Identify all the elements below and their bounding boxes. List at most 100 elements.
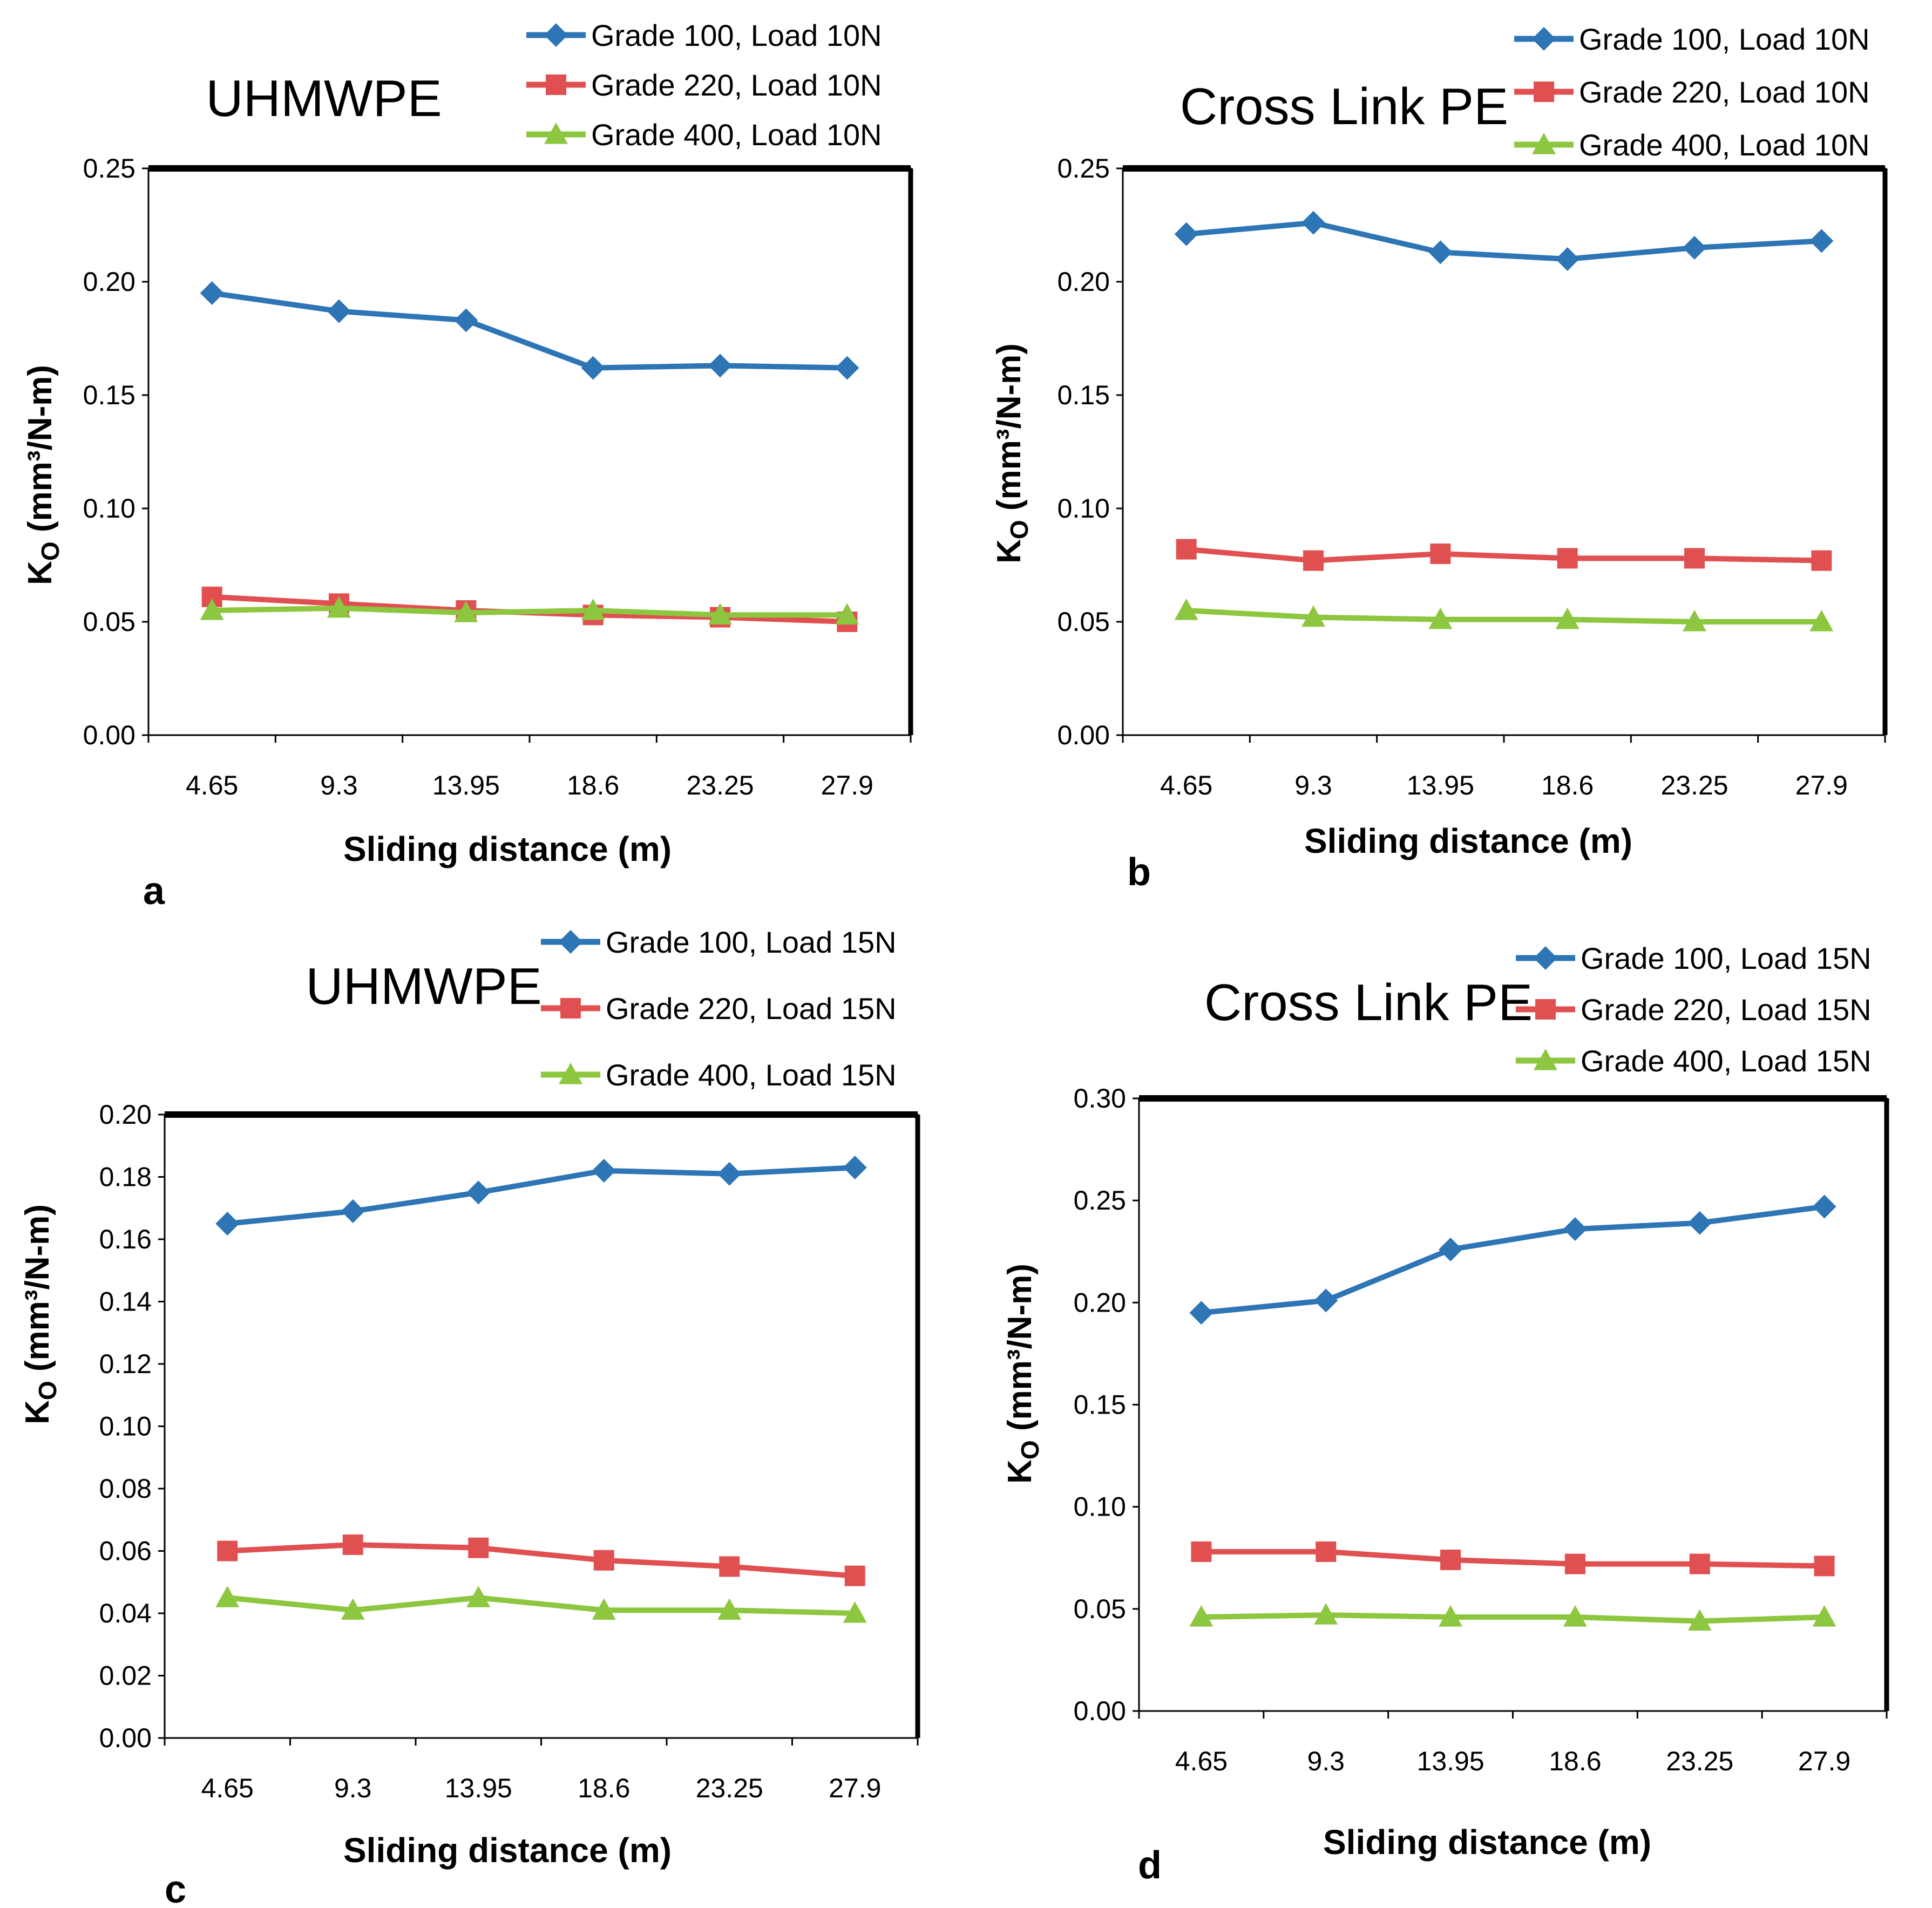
series-line-2 (1186, 546, 1822, 563)
data-point (1301, 605, 1325, 627)
y-axis-label: KO (mm³/N-m) (19, 1204, 62, 1424)
data-point (717, 1162, 742, 1186)
y-tick-label: 0.00 (1074, 1696, 1126, 1726)
series-line-1 (1186, 220, 1822, 262)
y-tick-label: 0.04 (99, 1598, 152, 1628)
y-tick-label: 0.14 (99, 1287, 152, 1317)
x-axis-label: Sliding distance (m) (1323, 1823, 1651, 1862)
x-tick-label: 9.3 (334, 1773, 372, 1803)
data-point (1301, 211, 1325, 235)
x-tick-label: 18.6 (567, 770, 619, 800)
y-tick-label: 0.20 (1057, 267, 1110, 297)
data-point (708, 354, 732, 378)
series-line-3 (1201, 1612, 1825, 1624)
y-tick-label: 0.10 (1057, 493, 1110, 524)
data-point (1683, 610, 1706, 632)
y-label-symbol: K (22, 561, 59, 585)
y-tick-label: 0.25 (1057, 153, 1110, 184)
x-tick-label: 9.3 (320, 770, 358, 800)
x-tick-label: 9.3 (1307, 1746, 1345, 1776)
data-point (835, 356, 859, 380)
data-point (844, 1565, 865, 1586)
legend-label: Grade 100, Load 10N (591, 18, 882, 52)
series-line-3 (1186, 608, 1822, 624)
series-line-2 (227, 1542, 856, 1579)
data-point (1189, 1605, 1214, 1627)
y-tick-label: 0.18 (99, 1162, 152, 1192)
y-label-symbol: K (19, 1400, 56, 1424)
panel-letter: c (165, 1868, 186, 1908)
legend-marker (1534, 1049, 1557, 1070)
y-axis-label: KO (mm³/N-m) (1001, 1264, 1044, 1484)
x-tick-label: 18.6 (1541, 770, 1594, 800)
legend-label: Grade 220, Load 10N (591, 68, 882, 102)
data-point (1555, 607, 1580, 629)
data-point (1557, 548, 1578, 569)
data-point (1316, 1541, 1337, 1562)
y-tick-label: 0.10 (99, 1411, 152, 1442)
x-tick-label: 13.95 (1417, 1746, 1484, 1776)
x-tick-label: 13.95 (432, 770, 500, 800)
y-label-units: (mm³/N-m) (1001, 1264, 1039, 1440)
x-tick-label: 23.25 (696, 1773, 763, 1803)
x-tick-label: 4.65 (201, 1773, 254, 1803)
y-tick-label: 0.30 (1074, 1083, 1126, 1113)
data-point (1809, 229, 1834, 253)
data-point (1687, 1211, 1712, 1235)
data-point (1439, 1237, 1463, 1261)
y-label-subscript: O (1016, 1440, 1044, 1459)
series-line-1 (1201, 1204, 1825, 1316)
data-point (466, 1180, 491, 1205)
x-tick-label: 23.25 (1660, 770, 1728, 800)
chart-panel-c: 0.00 0.02 0.04 0.06 0.08 0.10 0.12 0.14 0.16 0.18… (19, 925, 920, 1908)
chart-panel-a: 0.00 0.05 0.10 0.15 0.20 0.25 4.65 9.3 13.95 18.6… (22, 18, 913, 913)
chart-title: UHMWPE (206, 70, 442, 127)
series-line-3 (212, 605, 848, 618)
data-point (835, 603, 859, 624)
data-point (217, 1540, 238, 1561)
legend-label: Grade 100, Load 10N (1579, 22, 1870, 56)
legend-marker (1532, 133, 1556, 154)
data-point (1191, 1541, 1212, 1562)
panel-letter: a (143, 870, 165, 913)
x-tick-label: 18.6 (1549, 1746, 1601, 1776)
data-point (1555, 247, 1580, 271)
y-tick-label: 0.15 (1057, 380, 1110, 410)
data-point (1174, 599, 1198, 620)
data-point (592, 1158, 616, 1183)
plot-area (1138, 1097, 1888, 1712)
legend-marker (544, 23, 568, 47)
y-tick-label: 0.20 (83, 267, 135, 297)
x-tick-label: 23.25 (1666, 1746, 1733, 1776)
data-point (1440, 1550, 1461, 1571)
x-tick-label: 13.95 (445, 1773, 512, 1803)
y-tick-label: 0.02 (99, 1661, 152, 1691)
data-point (327, 596, 351, 618)
y-tick-label: 0.25 (83, 153, 135, 184)
x-axis-label: Sliding distance (m) (1304, 821, 1632, 860)
data-point (1428, 240, 1453, 264)
data-point (592, 1598, 616, 1620)
data-point (593, 1550, 614, 1571)
legend-label: Grade 400, Load 10N (1579, 128, 1870, 162)
y-tick-label: 0.06 (99, 1536, 152, 1566)
y-tick-label: 0.10 (83, 493, 135, 524)
data-point (581, 356, 605, 380)
y-label-units: (mm³/N-m) (19, 1204, 56, 1381)
data-point (1689, 1553, 1710, 1574)
legend-marker (559, 930, 582, 954)
x-tick-label: 18.6 (578, 1773, 630, 1803)
legend-label: Grade 220, Load 10N (1579, 75, 1870, 109)
y-tick-label: 0.20 (99, 1099, 152, 1130)
legend-marker (1535, 999, 1556, 1020)
x-tick-label: 4.65 (186, 770, 238, 800)
data-point (200, 599, 224, 620)
data-point (708, 603, 732, 624)
data-point (1174, 222, 1198, 246)
legend-label: Grade 100, Load 15N (1581, 941, 1872, 975)
panel-letter: b (1127, 851, 1151, 894)
data-point (843, 1156, 867, 1180)
data-point (717, 1598, 742, 1620)
y-label-symbol: K (1001, 1459, 1039, 1484)
y-tick-label: 0.05 (1074, 1594, 1126, 1624)
